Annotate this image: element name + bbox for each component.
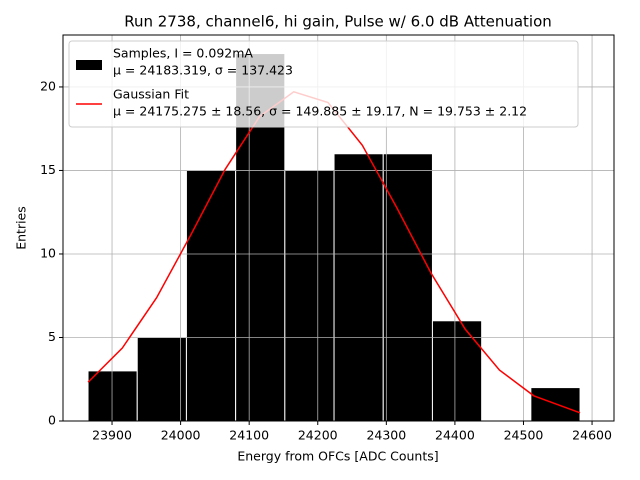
plot-frame — [62, 34, 615, 422]
x-tick-label: 24300 — [366, 428, 406, 443]
y-tick-label: 15 — [40, 162, 56, 177]
histogram-bar — [431, 320, 483, 422]
histogram-bar — [87, 370, 138, 422]
legend-description: μ = 24175.275 ± 18.56, σ = 149.885 ± 19.… — [113, 104, 527, 119]
legend-box — [68, 40, 579, 128]
x-tick-label: 23900 — [92, 428, 132, 443]
legend-label: Samples, I = 0.092mA — [113, 46, 253, 61]
histogram-bar — [284, 169, 335, 422]
y-tick-label: 0 — [48, 413, 56, 428]
x-tick-label: 24500 — [504, 428, 544, 443]
legend-label: Gaussian Fit — [113, 87, 189, 102]
y-axis-label: Entries — [14, 206, 29, 250]
y-tick-label: 10 — [40, 245, 56, 260]
histogram-bar — [136, 336, 187, 422]
chart-title: Run 2738, channel6, hi gain, Pulse w/ 6.… — [124, 13, 552, 31]
x-tick-label: 24600 — [572, 428, 612, 443]
legend-description: μ = 24183.319, σ = 137.423 — [113, 63, 293, 78]
x-tick-label: 24200 — [298, 428, 338, 443]
y-tick-label: 5 — [48, 329, 56, 344]
x-tick-label: 24100 — [229, 428, 269, 443]
histogram-bar — [382, 153, 433, 422]
histogram-bar — [333, 153, 384, 422]
x-tick-label: 24000 — [161, 428, 201, 443]
legend-swatch — [76, 60, 102, 70]
y-tick-label: 20 — [40, 78, 56, 93]
histogram-bar — [185, 169, 237, 422]
x-tick-label: 24400 — [435, 428, 475, 443]
x-axis-label: Energy from OFCs [ADC Counts] — [237, 449, 438, 464]
